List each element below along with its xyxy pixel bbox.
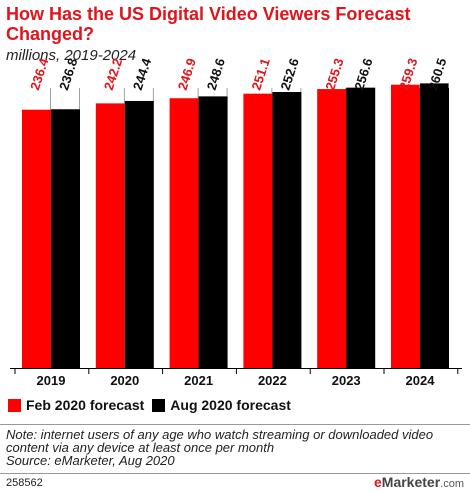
bar-feb-2024	[391, 84, 420, 369]
emarketer-logo: eMarketer.com	[373, 474, 464, 490]
bar-feb-2019	[22, 109, 51, 368]
chart-notes: Note: internet users of any age who watc…	[6, 428, 466, 467]
legend-swatch-feb	[8, 398, 21, 412]
bar-feb-2023	[317, 89, 347, 369]
legend-item-aug: Aug 2020 forecast	[152, 397, 291, 413]
x-tick-label: 2022	[258, 373, 287, 388]
legend-swatch-aug	[152, 398, 166, 412]
bar-aug-2024	[420, 83, 449, 368]
bar-feb-2020	[95, 103, 125, 368]
note-text: Note: internet users of any age who watc…	[6, 427, 434, 455]
bar-feb-2021	[169, 98, 199, 368]
chart-legend: Feb 2020 forecast Aug 2020 forecast	[8, 397, 299, 413]
x-tick-label: 2024	[406, 373, 436, 388]
chart-subtitle: millions, 2019-2024	[6, 47, 137, 64]
x-tick-label: 2021	[184, 373, 213, 388]
bar-aug-2022	[272, 92, 302, 368]
x-tick-label: 2019	[37, 373, 66, 388]
data-label: 242.2	[101, 56, 125, 92]
x-tick-label: 2023	[332, 373, 361, 388]
legend-label-aug: Aug 2020 forecast	[170, 397, 291, 413]
data-label: 251.1	[248, 56, 272, 92]
legend-item-feb: Feb 2020 forecast	[8, 397, 144, 413]
data-label: 236.4	[27, 56, 52, 92]
bar-aug-2021	[198, 96, 228, 369]
chart-id: 258562	[6, 477, 43, 489]
legend-label-feb: Feb 2020 forecast	[26, 397, 145, 413]
x-tick-label: 2020	[110, 373, 139, 388]
data-label: 244.4	[130, 56, 155, 92]
bar-aug-2019	[51, 109, 80, 368]
data-label: 248.6	[204, 56, 228, 92]
bar-aug-2023	[346, 87, 376, 368]
data-label: 246.9	[175, 56, 199, 92]
bottom-divider	[0, 473, 470, 474]
bar-chart: 236.4 236.8 2019 242.2 244.4 2020 246.9 248.6 20…	[10, 56, 462, 388]
bar-feb-2022	[243, 93, 273, 369]
source-text: Source: eMarketer, Aug 2020	[6, 453, 175, 468]
data-label: 256.6	[351, 56, 375, 92]
data-label: 255.3	[322, 56, 346, 92]
bar-aug-2020	[124, 100, 154, 368]
footer-divider	[0, 424, 470, 425]
data-label: 236.8	[56, 56, 80, 92]
data-label: 252.6	[277, 56, 301, 92]
chart-title: How Has the US Digital Video Viewers For…	[6, 4, 411, 44]
